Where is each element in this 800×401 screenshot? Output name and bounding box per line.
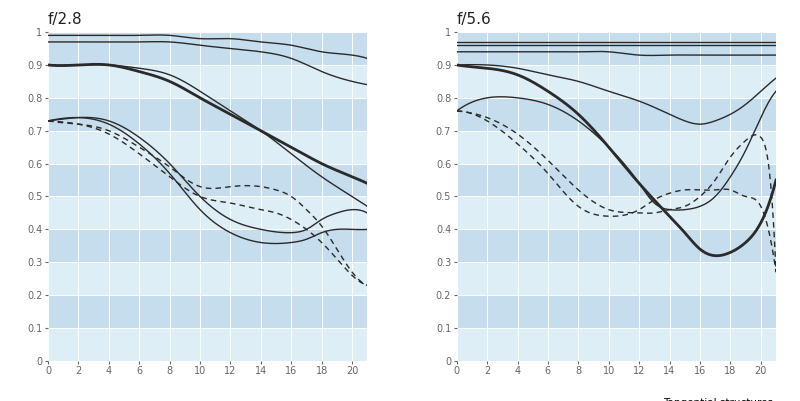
- Bar: [48, 229, 367, 262]
- Bar: [48, 295, 367, 328]
- Bar: [457, 328, 776, 361]
- Bar: [457, 131, 776, 164]
- Bar: [457, 229, 776, 262]
- Bar: [457, 262, 776, 295]
- Bar: [457, 196, 776, 229]
- Bar: [48, 65, 367, 98]
- Bar: [457, 98, 776, 131]
- Text: f/2.8: f/2.8: [48, 12, 82, 27]
- Bar: [48, 16, 367, 32]
- Legend: Tangential structures, Sagittal structures: Tangential structures, Sagittal structur…: [614, 393, 777, 401]
- Bar: [457, 295, 776, 328]
- Bar: [457, 164, 776, 196]
- Bar: [457, 16, 776, 32]
- Bar: [48, 196, 367, 229]
- Bar: [48, 98, 367, 131]
- Text: f/5.6: f/5.6: [457, 12, 491, 27]
- Bar: [457, 32, 776, 65]
- Bar: [48, 131, 367, 164]
- Bar: [48, 164, 367, 196]
- Bar: [48, 262, 367, 295]
- Bar: [48, 32, 367, 65]
- Bar: [48, 328, 367, 361]
- Bar: [457, 65, 776, 98]
